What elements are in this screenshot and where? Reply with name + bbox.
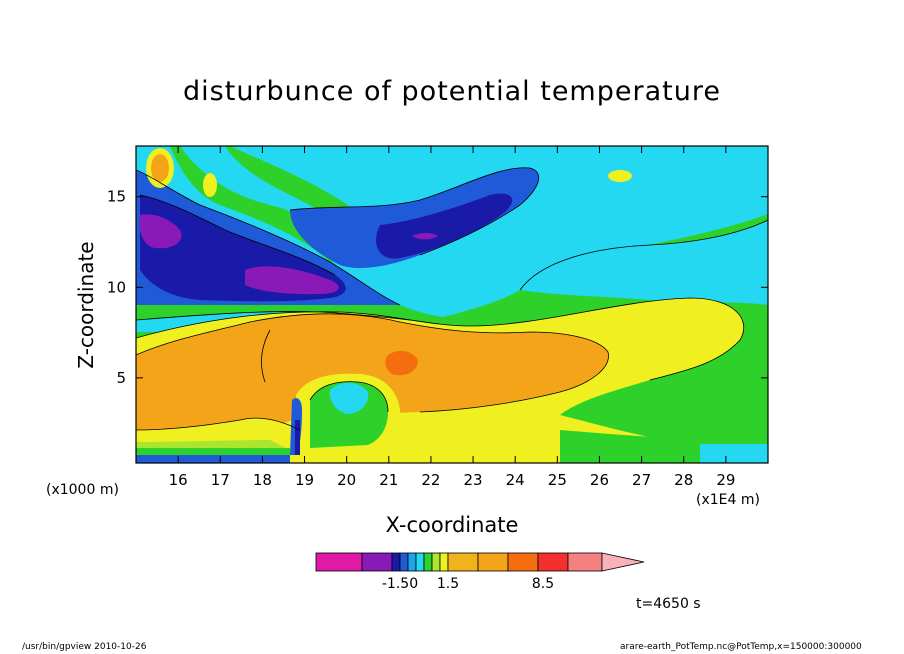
colorbar-label: 8.5 xyxy=(532,576,554,592)
time-stamp: t=4650 s xyxy=(636,596,701,612)
x-tick-label: 18 xyxy=(253,471,272,489)
band-violet-3 xyxy=(412,233,438,240)
x-axis-ticks: 16 17 18 19 20 21 22 23 24 25 26 27 28 29 xyxy=(169,146,735,489)
colorbar-swatch xyxy=(415,552,425,572)
chart-title: disturbunce of potential temperature xyxy=(183,76,721,107)
band-violet xyxy=(139,214,182,249)
x-tick-label: 16 xyxy=(169,471,188,489)
colorbar-arrow xyxy=(601,552,645,572)
bubble-cyan xyxy=(329,382,369,414)
colorbar-label: -1.50 xyxy=(382,576,418,592)
x-tick-label: 20 xyxy=(337,471,356,489)
y-tick-label: 10 xyxy=(107,278,126,296)
colorbar-swatch xyxy=(423,552,433,572)
colorbar-swatch xyxy=(315,552,363,572)
band-green-bottom xyxy=(136,448,290,455)
spot-orange xyxy=(151,154,169,182)
colorbar-swatch xyxy=(439,552,449,572)
colorbar-swatch xyxy=(391,552,401,572)
bubble-green xyxy=(310,381,388,448)
x-tick-label: 24 xyxy=(506,471,525,489)
x-axis-label: X-coordinate xyxy=(385,513,519,537)
source-footer: arare-earth_PotTemp.nc@PotTemp,x=150000:… xyxy=(620,642,862,652)
band-darkorange xyxy=(385,350,418,376)
contour-field xyxy=(136,146,768,463)
x-tick-label: 23 xyxy=(464,471,483,489)
band-blue-bottom xyxy=(136,455,290,463)
spike-dark xyxy=(295,420,300,455)
band-blue-upper xyxy=(290,167,539,269)
band-navy-upper xyxy=(376,193,513,259)
x-tick-label: 19 xyxy=(295,471,314,489)
x-tick-label: 29 xyxy=(716,471,735,489)
colorbar-swatch xyxy=(507,552,539,572)
colorbar-swatch xyxy=(567,552,603,572)
colorbar-swatch xyxy=(431,552,441,572)
y-axis-label: Z-coordinate xyxy=(74,241,98,369)
colorbar-swatch xyxy=(407,552,417,572)
colorbar-label: 1.5 xyxy=(437,576,459,592)
x-tick-label: 28 xyxy=(674,471,693,489)
y-axis-ticks: 5 10 15 xyxy=(107,188,768,387)
band-violet-2 xyxy=(245,266,339,295)
x-tick-label: 26 xyxy=(590,471,609,489)
plot-frame xyxy=(135,145,769,464)
x-tick-label: 17 xyxy=(211,471,230,489)
spot-yellow-2 xyxy=(608,170,632,182)
program-footer: /usr/bin/gpview 2010-10-26 xyxy=(22,642,147,652)
y-tick-label: 15 xyxy=(107,188,126,206)
x-tick-label: 22 xyxy=(421,471,440,489)
contour-lines xyxy=(136,167,768,431)
band-cyan-right xyxy=(520,220,768,305)
colorbar-swatch xyxy=(477,552,509,572)
y-axis-unit: (x1000 m) xyxy=(46,482,119,498)
x-axis-unit: (x1E4 m) xyxy=(696,492,760,508)
colorbar-swatch xyxy=(399,552,409,572)
colorbar-swatch xyxy=(447,552,479,572)
colorbar-swatch xyxy=(537,552,569,572)
y-tick-label: 5 xyxy=(116,369,126,387)
colorbar: -1.50 1.5 8.5 xyxy=(315,552,645,592)
band-cyan-strip xyxy=(700,444,768,463)
x-tick-label: 27 xyxy=(632,471,651,489)
x-tick-label: 21 xyxy=(379,471,398,489)
x-tick-label: 25 xyxy=(548,471,567,489)
spot-lime-2 xyxy=(203,173,217,197)
colorbar-swatch xyxy=(361,552,393,572)
